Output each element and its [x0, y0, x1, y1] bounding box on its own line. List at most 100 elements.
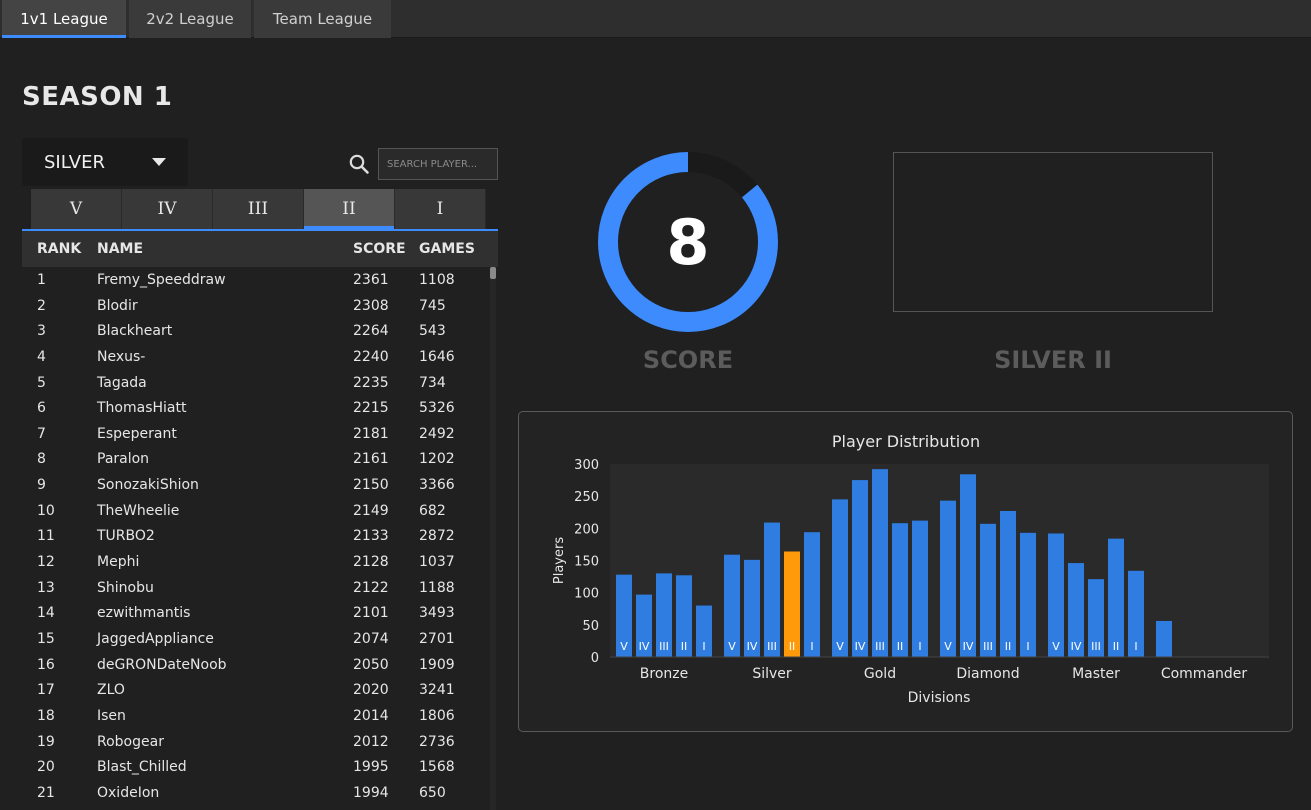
score-ring-progress: [598, 152, 778, 332]
y-tick-label: 50: [582, 619, 599, 634]
bar-diamond-i: [1020, 532, 1036, 657]
header-rank[interactable]: RANK: [37, 241, 82, 257]
bar-division-label: II: [681, 640, 688, 653]
division-tab-v[interactable]: V: [31, 189, 122, 229]
rank-cell: 8: [37, 451, 46, 468]
games-cell: 734: [419, 374, 446, 391]
score-cell: 2050: [353, 656, 389, 673]
table-row[interactable]: 6 ThomasHiatt 2215 5326: [22, 395, 490, 421]
bar-commander: [1156, 620, 1172, 657]
table-row[interactable]: 16 deGRONDateNoob 2050 1909: [22, 652, 490, 678]
name-cell: Shinobu: [97, 579, 154, 596]
rank-cell: 14: [37, 605, 55, 622]
score-cell: 2264: [353, 323, 389, 340]
tab-2v2-league[interactable]: 2v2 League: [129, 0, 251, 38]
search-player-input[interactable]: [378, 148, 498, 180]
bar-silver-ii: [784, 551, 800, 657]
score-cell: 2012: [353, 733, 389, 750]
score-cell: 1995: [353, 759, 389, 776]
table-row[interactable]: 20 Blast_Chilled 1995 1568: [22, 754, 490, 780]
score-cell: 2128: [353, 554, 389, 571]
score-ring: [598, 152, 778, 332]
score-cell: 2133: [353, 528, 389, 545]
table-row[interactable]: 17 ZLO 2020 3241: [22, 677, 490, 703]
table-row[interactable]: 18 Isen 2014 1806: [22, 703, 490, 729]
rank-cell: 6: [37, 400, 46, 417]
division-tabs-underline: [22, 229, 498, 231]
chart-title: Player Distribution: [832, 432, 980, 451]
division-tab-i[interactable]: I: [395, 189, 486, 229]
bar-division-label: I: [918, 640, 921, 653]
bar-bronze-i: [696, 605, 712, 657]
y-tick-label: 0: [591, 651, 599, 666]
x-group-label: Master: [1072, 666, 1120, 682]
y-tick-label: 200: [574, 522, 599, 537]
header-games[interactable]: GAMES: [419, 241, 475, 257]
score-value: 8: [666, 205, 710, 279]
table-row[interactable]: 14 ezwithmantis 2101 3493: [22, 600, 490, 626]
search-icon[interactable]: [348, 153, 370, 175]
header-score[interactable]: SCORE: [353, 241, 406, 257]
tab-team-league[interactable]: Team League: [254, 0, 391, 38]
games-cell: 1037: [419, 554, 455, 571]
rank-cell: 12: [37, 554, 55, 571]
table-row[interactable]: 21 OxideIon 1994 650: [22, 780, 490, 806]
table-row[interactable]: 11 TURBO2 2133 2872: [22, 523, 490, 549]
bar-silver-iii: [764, 522, 780, 657]
table-row[interactable]: 7 Espeperant 2181 2492: [22, 421, 490, 447]
bar-division-label: V: [944, 640, 952, 653]
games-cell: 543: [419, 323, 446, 340]
rank-cell: 16: [37, 656, 55, 673]
table-row[interactable]: 8 Paralon 2161 1202: [22, 446, 490, 472]
rank-cell: 21: [37, 784, 55, 801]
bar-master-ii: [1108, 538, 1124, 657]
table-row[interactable]: 12 Mephi 2128 1037: [22, 549, 490, 575]
y-tick-label: 250: [574, 490, 599, 505]
bar-division-label: I: [702, 640, 705, 653]
bar-gold-v: [832, 499, 848, 657]
rank-cell: 3: [37, 323, 46, 340]
division-tab-iv[interactable]: IV: [122, 189, 213, 229]
x-group-label: Diamond: [956, 666, 1019, 682]
leaderboard-scrollbar[interactable]: [490, 267, 496, 810]
table-row[interactable]: 13 Shinobu 2122 1188: [22, 575, 490, 601]
bar-bronze-ii: [676, 575, 692, 657]
y-axis-label: Players: [552, 537, 567, 584]
leaderboard-header: RANK NAME SCORE GAMES: [22, 231, 498, 267]
bar-division-label: IV: [1071, 640, 1082, 653]
header-name[interactable]: NAME: [97, 241, 144, 257]
table-row[interactable]: 15 JaggedAppliance 2074 2701: [22, 626, 490, 652]
table-row[interactable]: 9 SonozakiShion 2150 3366: [22, 472, 490, 498]
name-cell: Nexus-: [97, 348, 146, 365]
name-cell: Blodir: [97, 297, 138, 314]
bar-division-label: II: [1005, 640, 1012, 653]
tab-1v1-league[interactable]: 1v1 League: [2, 0, 126, 38]
bar-division-label: II: [789, 640, 796, 653]
table-row[interactable]: 10 TheWheelie 2149 682: [22, 498, 490, 524]
x-axis-label: Divisions: [908, 690, 971, 706]
table-row[interactable]: 2 Blodir 2308 745: [22, 293, 490, 319]
league-dropdown[interactable]: SILVER: [22, 138, 188, 186]
division-tab-ii[interactable]: II: [304, 189, 395, 229]
bar-division-label: III: [659, 640, 669, 653]
table-row[interactable]: 1 Fremy_Speeddraw 2361 1108: [22, 267, 490, 293]
name-cell: Paralon: [97, 451, 150, 468]
games-cell: 2492: [419, 425, 455, 442]
bar-division-label: V: [728, 640, 736, 653]
bar-division-label: V: [836, 640, 844, 653]
rank-cell: 11: [37, 528, 55, 545]
score-cell: 2101: [353, 605, 389, 622]
scrollbar-thumb[interactable]: [490, 267, 496, 279]
rank-cell: 10: [37, 502, 55, 519]
rank-emblem-placeholder: [893, 152, 1213, 312]
division-tabs: V IV III II I: [31, 189, 486, 229]
bar-division-label: III: [875, 640, 885, 653]
bar-silver-iv: [744, 559, 760, 657]
table-row[interactable]: 3 Blackheart 2264 543: [22, 318, 490, 344]
table-row[interactable]: 19 Robogear 2012 2736: [22, 729, 490, 755]
bar-gold-iv: [852, 480, 868, 657]
table-row[interactable]: 5 Tagada 2235 734: [22, 370, 490, 396]
bar-silver-v: [724, 554, 740, 657]
table-row[interactable]: 4 Nexus- 2240 1646: [22, 344, 490, 370]
division-tab-iii[interactable]: III: [213, 189, 304, 229]
